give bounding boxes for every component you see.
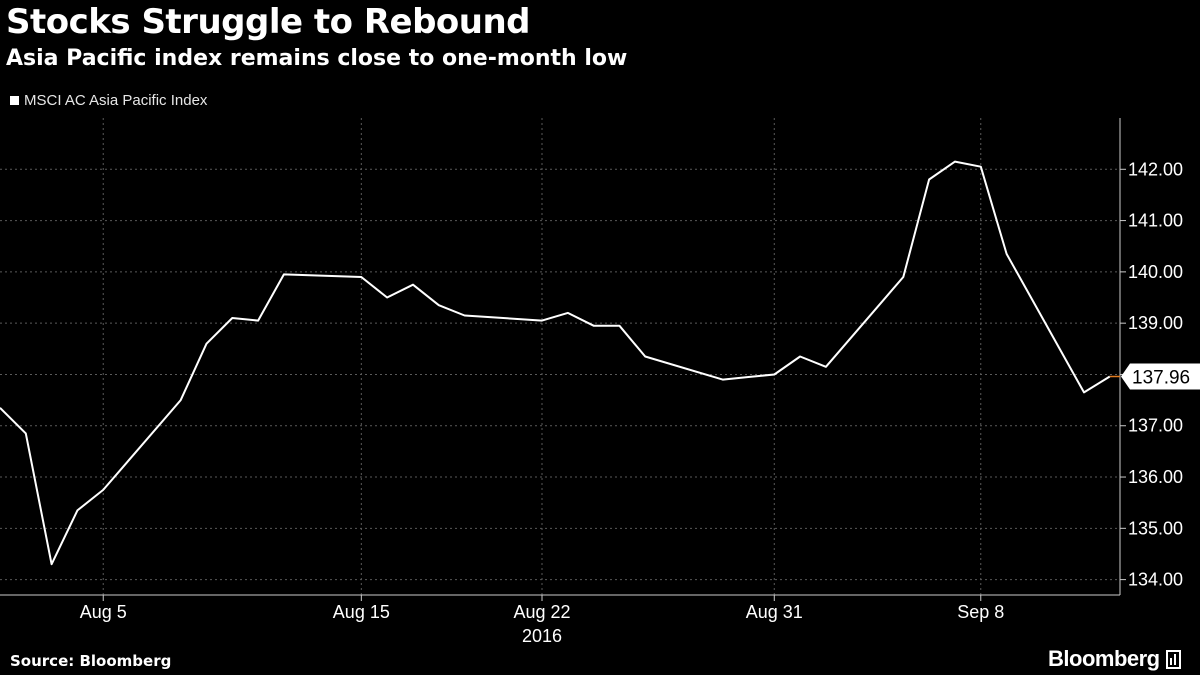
brand-logo: Bloomberg [1048,646,1181,672]
y-tick-label: 137.00 [1128,416,1183,436]
data-point [747,376,749,378]
source-note: Source: Bloomberg [10,652,172,670]
grid-lines [0,118,1120,595]
last-value-label: 137.96 [1132,368,1190,389]
chart-title: Stocks Struggle to Rebound [6,2,531,42]
brand-name: Bloomberg [1048,646,1160,671]
data-point [593,325,595,327]
data-point [618,325,620,327]
data-point [464,314,466,316]
data-point [644,356,646,358]
tick-labels: 134.00 135.00 136.00 137.00 139.00 140.00 141.… [80,159,1200,646]
x-tick-label: Aug 5 [80,602,127,622]
legend-label: MSCI AC Asia Pacific Index [24,92,208,109]
data-point [1083,391,1085,393]
bloomberg-terminal-icon [1165,649,1181,669]
y-tick-label: 140.00 [1128,262,1183,282]
data-point [180,399,182,401]
data-point [412,284,414,286]
data-point [773,373,775,375]
y-tick-label: 134.00 [1128,570,1183,590]
legend-swatch [10,96,19,105]
data-point [102,489,104,491]
data-point [954,161,956,163]
data-point [360,276,362,278]
data-point [722,379,724,381]
series-line [0,160,1111,566]
y-tick-label: 139.00 [1128,313,1183,333]
data-point [51,563,53,565]
data-point [438,304,440,306]
data-point [205,343,207,345]
data-point [257,320,259,322]
series-layer [0,160,1120,566]
data-point [928,179,930,181]
data-point [231,317,233,319]
data-point [386,297,388,299]
chart-subtitle: Asia Pacific index remains close to one-… [6,46,628,71]
x-tick-label: Aug 15 [333,602,390,622]
data-point [980,166,982,168]
data-point [825,366,827,368]
last-value-badge: 137.96 [1121,363,1200,390]
data-point [567,312,569,314]
x-tick-label: Aug 22 [513,602,570,622]
data-point [25,432,27,434]
y-tick-label: 136.00 [1128,467,1183,487]
legend: MSCI AC Asia Pacific Index [10,92,207,109]
data-point [799,356,801,358]
data-point [541,320,543,322]
data-point [76,509,78,511]
data-point [902,276,904,278]
x-tick-label: Sep 8 [957,602,1004,622]
y-tick-label: 141.00 [1128,211,1183,231]
y-tick-label: 142.00 [1128,159,1183,179]
last-value-badge-bg [1121,363,1200,390]
x-group-label: 2016 [522,626,562,646]
y-tick-label: 135.00 [1128,518,1183,538]
axes [0,118,1126,601]
data-point [1006,253,1008,255]
data-point [283,273,285,275]
x-tick-label: Aug 31 [746,602,803,622]
